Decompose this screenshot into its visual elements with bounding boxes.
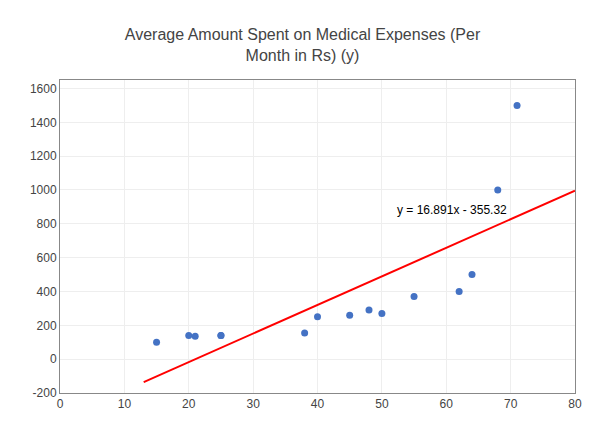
svg-text:1400: 1400 — [30, 116, 57, 130]
svg-text:0: 0 — [57, 397, 64, 411]
svg-text:-200: -200 — [33, 386, 57, 400]
svg-text:400: 400 — [37, 285, 57, 299]
svg-text:70: 70 — [504, 397, 518, 411]
svg-text:600: 600 — [37, 251, 57, 265]
svg-text:y = 16.891x - 355.32: y = 16.891x - 355.32 — [397, 203, 507, 217]
svg-text:Average Amount Spent on Medica: Average Amount Spent on Medical Expenses… — [125, 26, 481, 64]
svg-text:30: 30 — [246, 397, 260, 411]
svg-text:1600: 1600 — [30, 82, 57, 96]
svg-text:60: 60 — [440, 397, 454, 411]
svg-text:1200: 1200 — [30, 149, 57, 163]
svg-text:20: 20 — [182, 397, 196, 411]
svg-text:80: 80 — [568, 397, 582, 411]
svg-text:800: 800 — [37, 217, 57, 231]
svg-text:40: 40 — [311, 397, 325, 411]
svg-text:200: 200 — [37, 319, 57, 333]
svg-text:50: 50 — [375, 397, 389, 411]
svg-text:10: 10 — [118, 397, 132, 411]
svg-text:0: 0 — [50, 352, 57, 366]
svg-text:1000: 1000 — [30, 183, 57, 197]
